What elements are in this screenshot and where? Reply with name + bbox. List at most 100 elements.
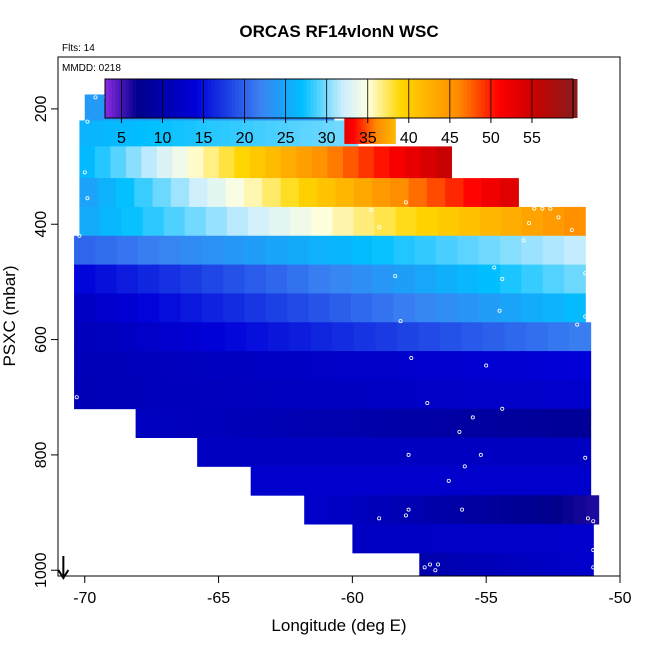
heatmap-cell-row16-seg12	[472, 524, 484, 554]
heatmap-cell-row10-seg15	[396, 351, 419, 381]
colorbar-swatch-25.5-1	[293, 79, 297, 118]
colorbar-swatch-3-3	[115, 79, 120, 118]
heatmap-cell-row2-seg1	[346, 115, 350, 144]
heatmap-cell-row14-seg15	[463, 466, 478, 496]
colorbar-swatch-3-5	[122, 79, 126, 118]
heatmap-cell-row13-seg21	[541, 437, 559, 467]
heatmap-cell-row11-seg21	[525, 379, 549, 410]
heatmap-cell-row15-seg14	[475, 495, 489, 525]
heatmap-cell-row16-seg20	[553, 524, 564, 554]
heatmap-cell-row13-seg13	[410, 437, 428, 467]
heatmap-cell-row12-seg9	[306, 408, 326, 438]
heatmap-cell-row5-seg4	[163, 206, 186, 237]
observation-point-59	[403, 513, 408, 518]
heatmap-cell-row4-seg1	[97, 178, 117, 208]
heatmap-cell-row2-seg16	[378, 115, 381, 144]
colorbar-swatch-5.5-3	[135, 79, 140, 118]
heatmap-cell-row11-seg11	[310, 379, 333, 410]
heatmap-cell-row8-seg0	[74, 293, 96, 323]
heatmap-cell-row11-seg6	[203, 379, 226, 410]
heatmap-cell-row13-seg20	[524, 437, 542, 467]
heatmap-cell-row3-seg7	[187, 146, 205, 179]
colorbar-swatch-35.5-5	[388, 79, 393, 118]
heatmap-cell-row17-seg11	[499, 552, 507, 577]
colorbar-swatch-50.5-0	[495, 79, 499, 118]
heatmap-cell-row7-seg15	[393, 264, 416, 294]
heatmap-cell-row15-seg0	[304, 495, 318, 525]
observation-point-24	[85, 196, 90, 201]
observation-point-68	[591, 548, 596, 553]
heatmap-cell-row7-seg12	[329, 264, 352, 294]
heatmap-cell-row9-seg14	[375, 322, 398, 352]
colorbar-swatch-55.5-0	[536, 79, 540, 118]
colorbar-swatch-48-3	[484, 79, 489, 118]
colorbar-swatch-33-4	[365, 79, 369, 118]
heatmap-cell-row15-seg16	[500, 495, 514, 525]
colorbar-swatch-20.5-5	[265, 79, 270, 118]
heatmap-cell-row4-seg8	[225, 178, 245, 208]
colorbar-swatch-28-1	[313, 79, 318, 118]
heatmap-cell-row7-seg19	[478, 264, 501, 294]
heatmap-cell-row4-seg20	[445, 178, 465, 208]
heatmap-cell-row3-seg23	[435, 146, 452, 179]
colorbar-swatch-55.5-1	[539, 79, 544, 118]
heatmap-cell-row13-seg0	[197, 437, 215, 467]
colorbar-swatch-33-1	[354, 79, 359, 118]
heatmap-cell-row2-seg13	[371, 115, 375, 144]
heatmap-cell-row17-seg7	[470, 552, 478, 577]
colorbar-tick-label-25: 25	[277, 130, 295, 147]
heatmap-cell-row3-seg3	[125, 146, 143, 179]
observation-point-57	[446, 478, 451, 483]
colorbar-swatch-18-5	[245, 79, 250, 118]
heatmap-cell-row1-seg7	[160, 120, 173, 147]
heatmap-cell-row5-seg5	[184, 206, 207, 237]
colorbar-swatch-45.5-5	[471, 79, 475, 118]
heatmap-cell-row12-seg4	[211, 408, 231, 438]
colorbar-swatch-50.5-1	[498, 79, 503, 118]
heatmap-cell-row11-seg13	[353, 379, 376, 410]
heatmap-cell-row12-seg12	[363, 408, 383, 438]
heatmap-cell-row17-seg3	[441, 552, 449, 577]
colorbar-swatch-28-5	[327, 79, 332, 118]
heatmap-cell-row1-seg10	[195, 120, 208, 147]
heatmap-cell-row6-seg12	[329, 235, 352, 265]
heatmap-cell-row6-seg13	[350, 235, 373, 265]
heatmap-cell-row8-seg23	[563, 293, 586, 323]
heatmap-cell-row9-seg19	[482, 322, 506, 352]
heatmap-cell-row1-seg22	[334, 120, 347, 147]
y-tick-label-2: 600	[33, 326, 50, 353]
colorbar-tick-label-5: 5	[117, 130, 126, 147]
heatmap-cell-row9-seg13	[353, 322, 376, 352]
heatmap-cell-row6-seg0	[74, 235, 96, 265]
heatmap-cell-row4-seg15	[353, 178, 373, 208]
heatmap-cell-row16-seg21	[563, 524, 574, 554]
heatmap-cell-row14-seg20	[533, 466, 549, 496]
heatmap-cell-row4-seg13	[317, 178, 337, 208]
heatmap-cell-row16-seg4	[392, 524, 404, 554]
colorbar-swatch-58-0	[556, 79, 561, 118]
heatmap-cell-row6-seg20	[500, 235, 522, 265]
heatmap-cell-row15-seg2	[328, 495, 342, 525]
heatmap-cell-row13-seg8	[328, 437, 346, 467]
colorbar-tick-label-40: 40	[400, 130, 418, 147]
heatmap-cell-row4-seg18	[408, 178, 428, 208]
heatmap-cells	[74, 94, 600, 577]
colorbar-swatch-13-2	[193, 79, 198, 118]
heatmap-cell-row9-seg7	[224, 322, 247, 352]
heatmap-cell-row12-seg5	[230, 408, 250, 438]
colorbar-swatch-20.5-2	[255, 79, 260, 118]
heatmap-cell-row12-seg14	[400, 408, 421, 438]
colorbar-swatch-15.5-1	[211, 79, 215, 118]
colorbar-swatch-38-0	[392, 79, 397, 118]
observation-point-43	[575, 322, 580, 327]
heatmap-cell-row14-seg14	[448, 466, 464, 496]
heatmap-cell-row6-seg21	[521, 235, 544, 265]
heatmap-cell-row2-seg11	[367, 115, 371, 144]
heatmap-cell-row5-seg9	[269, 206, 291, 237]
heatmap-cell-row13-seg18	[492, 437, 510, 467]
heatmap-cell-row15-seg21	[561, 495, 575, 525]
heatmap-cell-row11-seg10	[289, 379, 312, 410]
heatmap-cell-row15-seg10	[426, 495, 440, 525]
heatmap-cell-row8-seg16	[414, 293, 437, 323]
heatmap-cell-row6-seg7	[223, 235, 246, 265]
